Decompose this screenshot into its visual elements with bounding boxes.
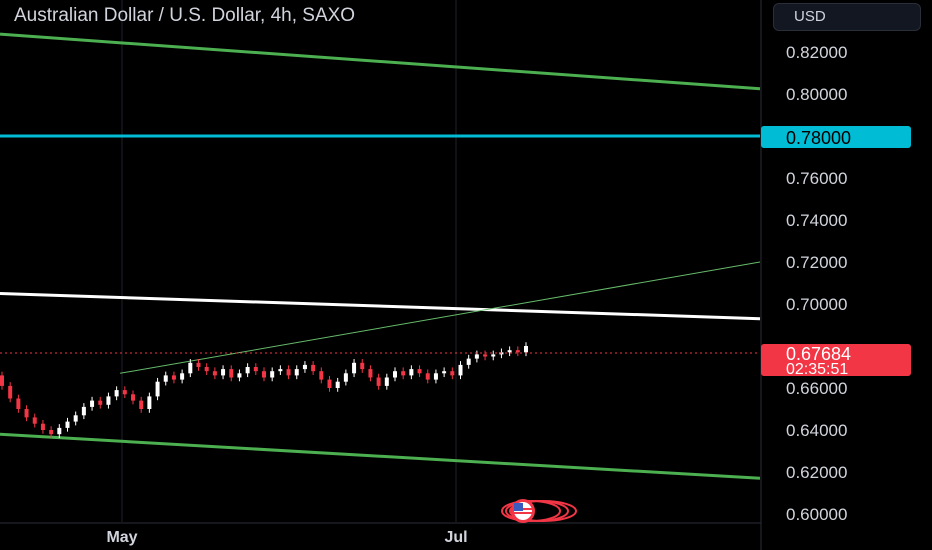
countdown-timer: 02:35:51: [786, 361, 848, 378]
price-tick-label: 0.82000: [786, 43, 847, 62]
candle-body: [262, 371, 266, 378]
candle-body: [483, 354, 488, 357]
candle-body: [155, 381, 160, 397]
candle-body: [73, 415, 78, 422]
candle-body: [474, 354, 479, 359]
candle-body: [286, 369, 291, 376]
candle-body: [524, 346, 528, 353]
candle-body: [40, 423, 45, 430]
candle-body: [32, 417, 37, 424]
price-tick-label: 0.64000: [786, 421, 847, 440]
candle-body: [417, 369, 422, 374]
candle-body: [278, 369, 283, 372]
candle-body: [425, 373, 430, 380]
chart-title: Australian Dollar / U.S. Dollar, 4h, SAX…: [14, 5, 356, 26]
current-price-label: 0.67684 02:35:51: [761, 344, 911, 378]
candle-body: [24, 409, 29, 418]
candle-body: [204, 367, 209, 372]
price-tick-label: 0.62000: [786, 463, 847, 482]
currency-button[interactable]: USD: [773, 3, 921, 31]
price-tick-label: 0.74000: [786, 211, 847, 230]
candle-body: [163, 375, 168, 382]
svg-text:0.78000: 0.78000: [786, 128, 851, 148]
candle-body: [442, 371, 447, 374]
candle-body: [384, 377, 389, 386]
time-tick-label: May: [106, 529, 137, 546]
candle-body: [466, 358, 471, 365]
candle-body: [221, 369, 226, 376]
candle-body: [401, 371, 406, 376]
candle-body: [507, 350, 512, 353]
candle-body: [515, 350, 520, 353]
trend-line[interactable]: [0, 292, 761, 321]
candle-body: [360, 362, 365, 370]
candle-body: [450, 371, 455, 376]
candle-body: [237, 373, 242, 378]
price-tick-label: 0.80000: [786, 85, 847, 104]
trend-line[interactable]: [119, 261, 761, 374]
candle-body: [171, 375, 176, 380]
candle-body: [106, 396, 111, 405]
price-axis[interactable]: 0.82000 0.80000 0.76000 0.74000 0.72000 0.700…: [760, 0, 847, 550]
candle-body: [57, 427, 62, 435]
candle-body: [114, 390, 119, 397]
candle-body: [270, 371, 275, 378]
current-price-value: 0.67684: [786, 344, 851, 364]
candle-body: [245, 367, 250, 374]
candle-body: [0, 375, 4, 386]
candle-body: [49, 430, 54, 435]
candle-body: [98, 400, 103, 405]
candle-body: [139, 400, 144, 409]
trend-line[interactable]: [0, 432, 761, 480]
candle-body: [212, 371, 217, 376]
candle-body: [229, 369, 234, 378]
candle-body: [122, 390, 127, 395]
price-tick-label: 0.72000: [786, 253, 847, 272]
price-tick-label: 0.76000: [786, 169, 847, 188]
candle-body: [433, 373, 438, 380]
candle-body: [376, 377, 381, 386]
level-price-label: 0.78000: [761, 126, 911, 148]
candle-body: [343, 373, 348, 382]
candle-body: [147, 396, 152, 409]
candle-body: [196, 362, 201, 367]
candle-body: [90, 400, 95, 407]
candle-body: [302, 364, 307, 370]
candle-body: [352, 362, 357, 374]
candle-body: [16, 398, 21, 409]
candle-body: [335, 381, 340, 388]
price-tick-label: 0.60000: [786, 505, 847, 524]
us-flag-event-icon[interactable]: [501, 499, 577, 523]
candle-body: [409, 369, 414, 376]
chart-grid: [121, 0, 457, 522]
price-tick-label: 0.66000: [786, 379, 847, 398]
candle-body: [327, 379, 332, 388]
candle-body: [491, 354, 496, 357]
candle-body: [180, 373, 185, 380]
candle-body: [253, 367, 258, 372]
candles: [0, 342, 528, 438]
trend-lines[interactable]: [0, 32, 761, 480]
candle-body: [311, 364, 316, 372]
candle-body: [188, 362, 193, 374]
candle-body: [131, 394, 135, 401]
price-tick-label: 0.70000: [786, 295, 847, 314]
trend-line[interactable]: [0, 32, 761, 91]
candle-body: [319, 371, 324, 380]
candle-body: [393, 371, 397, 378]
candle-body: [81, 406, 86, 416]
candle-body: [65, 421, 70, 428]
candle-body: [368, 369, 373, 378]
candle-body: [294, 369, 299, 376]
time-tick-label: Jul: [444, 529, 467, 546]
candle-body: [458, 364, 463, 376]
candle-body: [8, 385, 13, 399]
time-axis[interactable]: May Jul: [0, 522, 761, 546]
